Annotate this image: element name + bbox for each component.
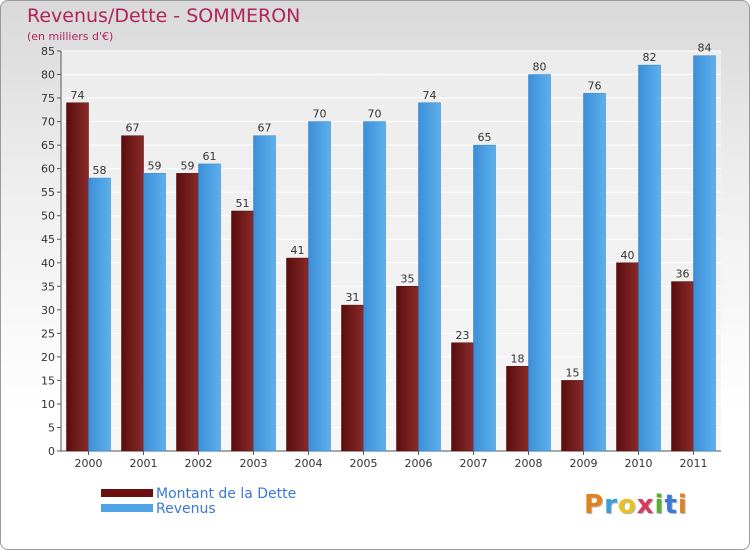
bar-revenus: [143, 173, 166, 452]
bar-dette: [176, 173, 199, 452]
data-label-revenus: 70: [368, 108, 382, 121]
data-label-revenus: 61: [203, 150, 217, 163]
logo-letter: P: [584, 490, 605, 520]
bar-revenus: [88, 177, 111, 452]
logo-letter: i: [677, 490, 688, 520]
bar-dette: [616, 262, 639, 452]
chart-subtitle: (en milliers d'€): [27, 30, 114, 43]
y-tick-label: 65: [41, 139, 55, 152]
x-tick-label: 2004: [295, 457, 323, 470]
logo-letter: x: [636, 490, 655, 520]
data-label-revenus: 76: [588, 79, 602, 92]
chart-title: Revenus/Dette - SOMMERON: [27, 5, 301, 27]
data-label-revenus: 80: [533, 61, 547, 74]
bar-dette: [506, 366, 529, 452]
bar-revenus: [638, 64, 661, 452]
legend-swatch-revenus: [101, 504, 153, 512]
y-tick-label: 70: [41, 116, 55, 129]
y-tick-label: 15: [41, 374, 55, 387]
plot-area: [61, 51, 721, 451]
data-label-dette: 40: [621, 249, 635, 262]
data-label-revenus: 70: [313, 108, 327, 121]
y-tick-label: 30: [41, 304, 55, 317]
x-tick-label: 2001: [130, 457, 158, 470]
bar-dette: [231, 210, 254, 452]
data-label-dette: 41: [291, 244, 305, 257]
data-label-dette: 74: [71, 89, 85, 102]
bar-dette: [396, 286, 419, 452]
y-tick-label: 60: [41, 163, 55, 176]
x-tick-label: 2009: [570, 457, 598, 470]
logo-letter: o: [617, 490, 637, 520]
x-tick-label: 2011: [680, 457, 708, 470]
data-label-dette: 59: [181, 159, 195, 172]
proxiti-logo: Proxiti: [584, 490, 688, 520]
data-label-revenus: 74: [423, 89, 437, 102]
y-tick-label: 20: [41, 351, 55, 364]
bar-revenus: [528, 74, 551, 452]
data-label-revenus: 58: [93, 164, 107, 177]
x-tick-label: 2002: [185, 457, 213, 470]
data-label-dette: 35: [401, 272, 415, 285]
y-tick-label: 0: [48, 445, 55, 458]
bar-dette: [286, 257, 309, 452]
data-label-revenus: 84: [698, 42, 712, 55]
bar-revenus: [198, 163, 221, 452]
data-label-revenus: 82: [643, 51, 657, 64]
data-label-dette: 36: [676, 268, 690, 281]
bar-revenus: [418, 102, 441, 452]
x-tick-label: 2006: [405, 457, 433, 470]
data-label-dette: 31: [346, 291, 360, 304]
bar-dette: [451, 342, 474, 452]
data-label-revenus: 59: [148, 159, 162, 172]
data-label-dette: 15: [566, 366, 580, 379]
x-tick-label: 2000: [75, 457, 103, 470]
x-tick-label: 2007: [460, 457, 488, 470]
legend-label-dette: Montant de la Dette: [156, 486, 297, 502]
legend-label-revenus: Revenus: [156, 501, 216, 517]
logo-letter: t: [664, 490, 678, 520]
x-tick-label: 2010: [625, 457, 653, 470]
y-tick-label: 50: [41, 210, 55, 223]
bar-revenus: [363, 121, 386, 452]
data-label-dette: 67: [126, 122, 140, 135]
y-tick-label: 85: [41, 45, 55, 58]
x-tick-label: 2005: [350, 457, 378, 470]
legend-swatch-dette: [101, 489, 153, 497]
x-tick-label: 2003: [240, 457, 268, 470]
data-label-revenus: 67: [258, 122, 272, 135]
data-label-dette: 18: [511, 352, 525, 365]
logo-letter: r: [604, 490, 618, 520]
x-tick-label: 2008: [515, 457, 543, 470]
y-tick-label: 5: [48, 421, 55, 434]
bar-revenus: [253, 135, 276, 452]
y-tick-label: 25: [41, 327, 55, 340]
bar-revenus: [583, 93, 606, 452]
bar-dette: [341, 304, 364, 452]
y-tick-label: 80: [41, 69, 55, 82]
bar-dette: [561, 380, 584, 452]
y-tick-label: 40: [41, 257, 55, 270]
bar-revenus: [693, 55, 716, 452]
bar-revenus: [473, 144, 496, 452]
logo-letter: i: [654, 490, 665, 520]
data-label-dette: 23: [456, 329, 470, 342]
y-tick-label: 45: [41, 233, 55, 246]
bar-revenus: [308, 121, 331, 452]
y-tick-label: 35: [41, 280, 55, 293]
bar-dette: [66, 102, 89, 452]
bar-dette: [121, 135, 144, 452]
bar-dette: [671, 281, 694, 452]
y-tick-label: 75: [41, 92, 55, 105]
data-label-revenus: 65: [478, 131, 492, 144]
y-tick-label: 55: [41, 186, 55, 199]
data-label-dette: 51: [236, 197, 250, 210]
y-tick-label: 10: [41, 398, 55, 411]
